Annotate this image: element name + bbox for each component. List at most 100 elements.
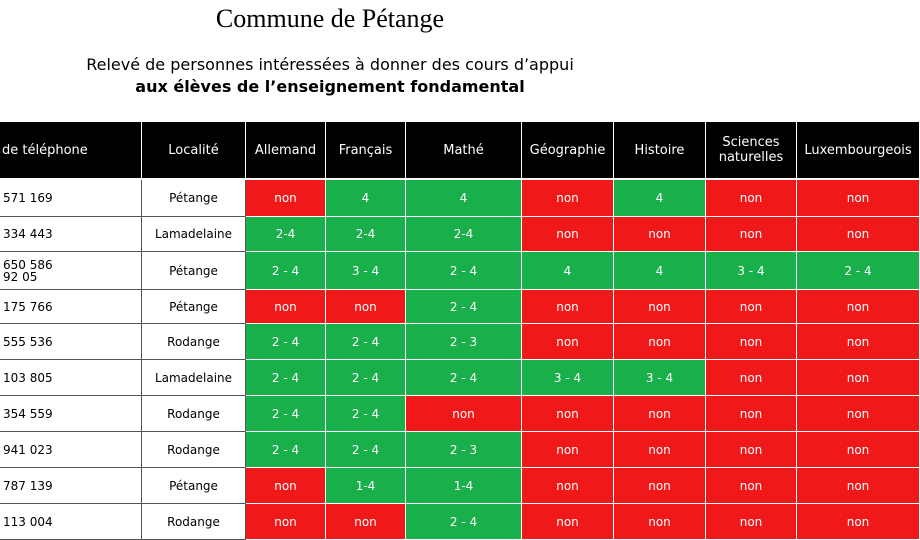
column-header: Sciences naturelles bbox=[706, 122, 797, 178]
subject-cell: non bbox=[246, 468, 326, 504]
subject-cell: non bbox=[797, 504, 920, 540]
subject-cell: 3 - 4 bbox=[706, 252, 797, 290]
phone-cell: 175 766 bbox=[0, 290, 142, 324]
phone-number: 175 766 bbox=[3, 299, 53, 314]
phone-cell: 354 559 bbox=[0, 396, 142, 432]
subject-cell: 2-4 bbox=[246, 217, 326, 252]
subject-cell: non bbox=[706, 468, 797, 504]
phone-number: 354 559 bbox=[3, 406, 53, 421]
phone-cell: 571 169 bbox=[0, 180, 142, 217]
subject-cell: 4 bbox=[326, 180, 406, 217]
phone-number: 787 139 bbox=[3, 478, 53, 493]
subject-cell: non bbox=[797, 180, 920, 217]
subject-cell: non bbox=[797, 432, 920, 468]
subject-cell: non bbox=[706, 180, 797, 217]
subject-cell: non bbox=[522, 432, 614, 468]
column-header: Localité bbox=[142, 122, 246, 178]
phone-number: 334 443 bbox=[3, 227, 53, 241]
subject-cell: 4 bbox=[614, 180, 706, 217]
subject-cell: 4 bbox=[522, 252, 614, 290]
subject-cell: non bbox=[246, 504, 326, 540]
subject-cell: non bbox=[614, 324, 706, 360]
subject-cell: 2 - 4 bbox=[326, 396, 406, 432]
subject-cell: non bbox=[706, 324, 797, 360]
phone-cell: 787 139 bbox=[0, 468, 142, 504]
subject-cell: 2 - 4 bbox=[246, 360, 326, 396]
subject-cell: 2-4 bbox=[326, 217, 406, 252]
subject-cell: 2-4 bbox=[406, 217, 522, 252]
subject-cell: non bbox=[522, 217, 614, 252]
subject-cell: 2 - 4 bbox=[246, 252, 326, 290]
subject-cell: non bbox=[522, 468, 614, 504]
locality-cell: Rodange bbox=[142, 432, 246, 468]
subject-cell: 2 - 3 bbox=[406, 324, 522, 360]
phone-cell: 941 023 bbox=[0, 432, 142, 468]
locality-cell: Pétange bbox=[142, 252, 246, 290]
locality-cell: Pétange bbox=[142, 290, 246, 324]
subject-cell: 2 - 4 bbox=[406, 252, 522, 290]
subject-cell: 2 - 4 bbox=[326, 432, 406, 468]
subject-cell: 2 - 4 bbox=[246, 432, 326, 468]
subject-cell: 2 - 4 bbox=[246, 396, 326, 432]
subject-cell: non bbox=[326, 290, 406, 324]
subject-cell: 4 bbox=[614, 252, 706, 290]
subject-cell: 3 - 4 bbox=[522, 360, 614, 396]
subject-cell: 2 - 4 bbox=[406, 504, 522, 540]
column-header: Mathé bbox=[406, 122, 522, 178]
phone-number: 92 05 bbox=[3, 269, 38, 284]
subject-cell: non bbox=[797, 290, 920, 324]
phone-cell: 113 004 bbox=[0, 504, 142, 540]
locality-cell: Rodange bbox=[142, 504, 246, 540]
subject-cell: non bbox=[522, 290, 614, 324]
subject-cell: non bbox=[522, 180, 614, 217]
subject-cell: 3 - 4 bbox=[614, 360, 706, 396]
subject-cell: 2 - 4 bbox=[406, 360, 522, 396]
locality-cell: Lamadelaine bbox=[142, 360, 246, 396]
phone-cell: 555 536 bbox=[0, 324, 142, 360]
column-header: de téléphone bbox=[0, 122, 142, 178]
subject-cell: non bbox=[522, 504, 614, 540]
subject-cell: 2 - 4 bbox=[326, 360, 406, 396]
subject-cell: 2 - 4 bbox=[406, 290, 522, 324]
column-header: Géographie bbox=[522, 122, 614, 178]
subject-cell: non bbox=[614, 290, 706, 324]
subject-cell: non bbox=[406, 396, 522, 432]
subject-cell: non bbox=[614, 396, 706, 432]
subject-cell: 2 - 4 bbox=[246, 324, 326, 360]
subject-cell: 2 - 4 bbox=[797, 252, 920, 290]
phone-number: 571 169 bbox=[3, 191, 53, 205]
subject-cell: non bbox=[614, 468, 706, 504]
subject-cell: non bbox=[706, 432, 797, 468]
subject-cell: non bbox=[706, 217, 797, 252]
column-header: Allemand bbox=[246, 122, 326, 178]
column-header: Luxembourgeois bbox=[797, 122, 920, 178]
subject-cell: 1-4 bbox=[406, 468, 522, 504]
subject-cell: non bbox=[522, 324, 614, 360]
locality-cell: Pétange bbox=[142, 180, 246, 217]
subject-cell: non bbox=[614, 432, 706, 468]
locality-cell: Pétange bbox=[142, 468, 246, 504]
subject-cell: 3 - 4 bbox=[326, 252, 406, 290]
page-title: Commune de Pétange bbox=[215, 4, 445, 33]
phone-cell: 650 586 92 05 bbox=[0, 252, 142, 290]
phone-cell: 103 805 bbox=[0, 360, 142, 396]
subject-cell: non bbox=[614, 217, 706, 252]
subject-cell: non bbox=[797, 217, 920, 252]
subject-cell: non bbox=[522, 396, 614, 432]
subject-cell: non bbox=[797, 360, 920, 396]
phone-number: 103 805 bbox=[3, 370, 53, 385]
page-subtitle: Relevé de personnes intéressées à donner… bbox=[86, 55, 574, 74]
subject-cell: 1-4 bbox=[326, 468, 406, 504]
column-header: Histoire bbox=[614, 122, 706, 178]
subject-cell: non bbox=[797, 324, 920, 360]
subject-cell: non bbox=[706, 504, 797, 540]
locality-cell: Rodange bbox=[142, 396, 246, 432]
subject-cell: non bbox=[246, 290, 326, 324]
subject-cell: non bbox=[706, 360, 797, 396]
subject-cell: non bbox=[614, 504, 706, 540]
subject-cell: non bbox=[326, 504, 406, 540]
phone-cell: 334 443 bbox=[0, 217, 142, 252]
subject-cell: non bbox=[706, 290, 797, 324]
locality-cell: Lamadelaine bbox=[142, 217, 246, 252]
